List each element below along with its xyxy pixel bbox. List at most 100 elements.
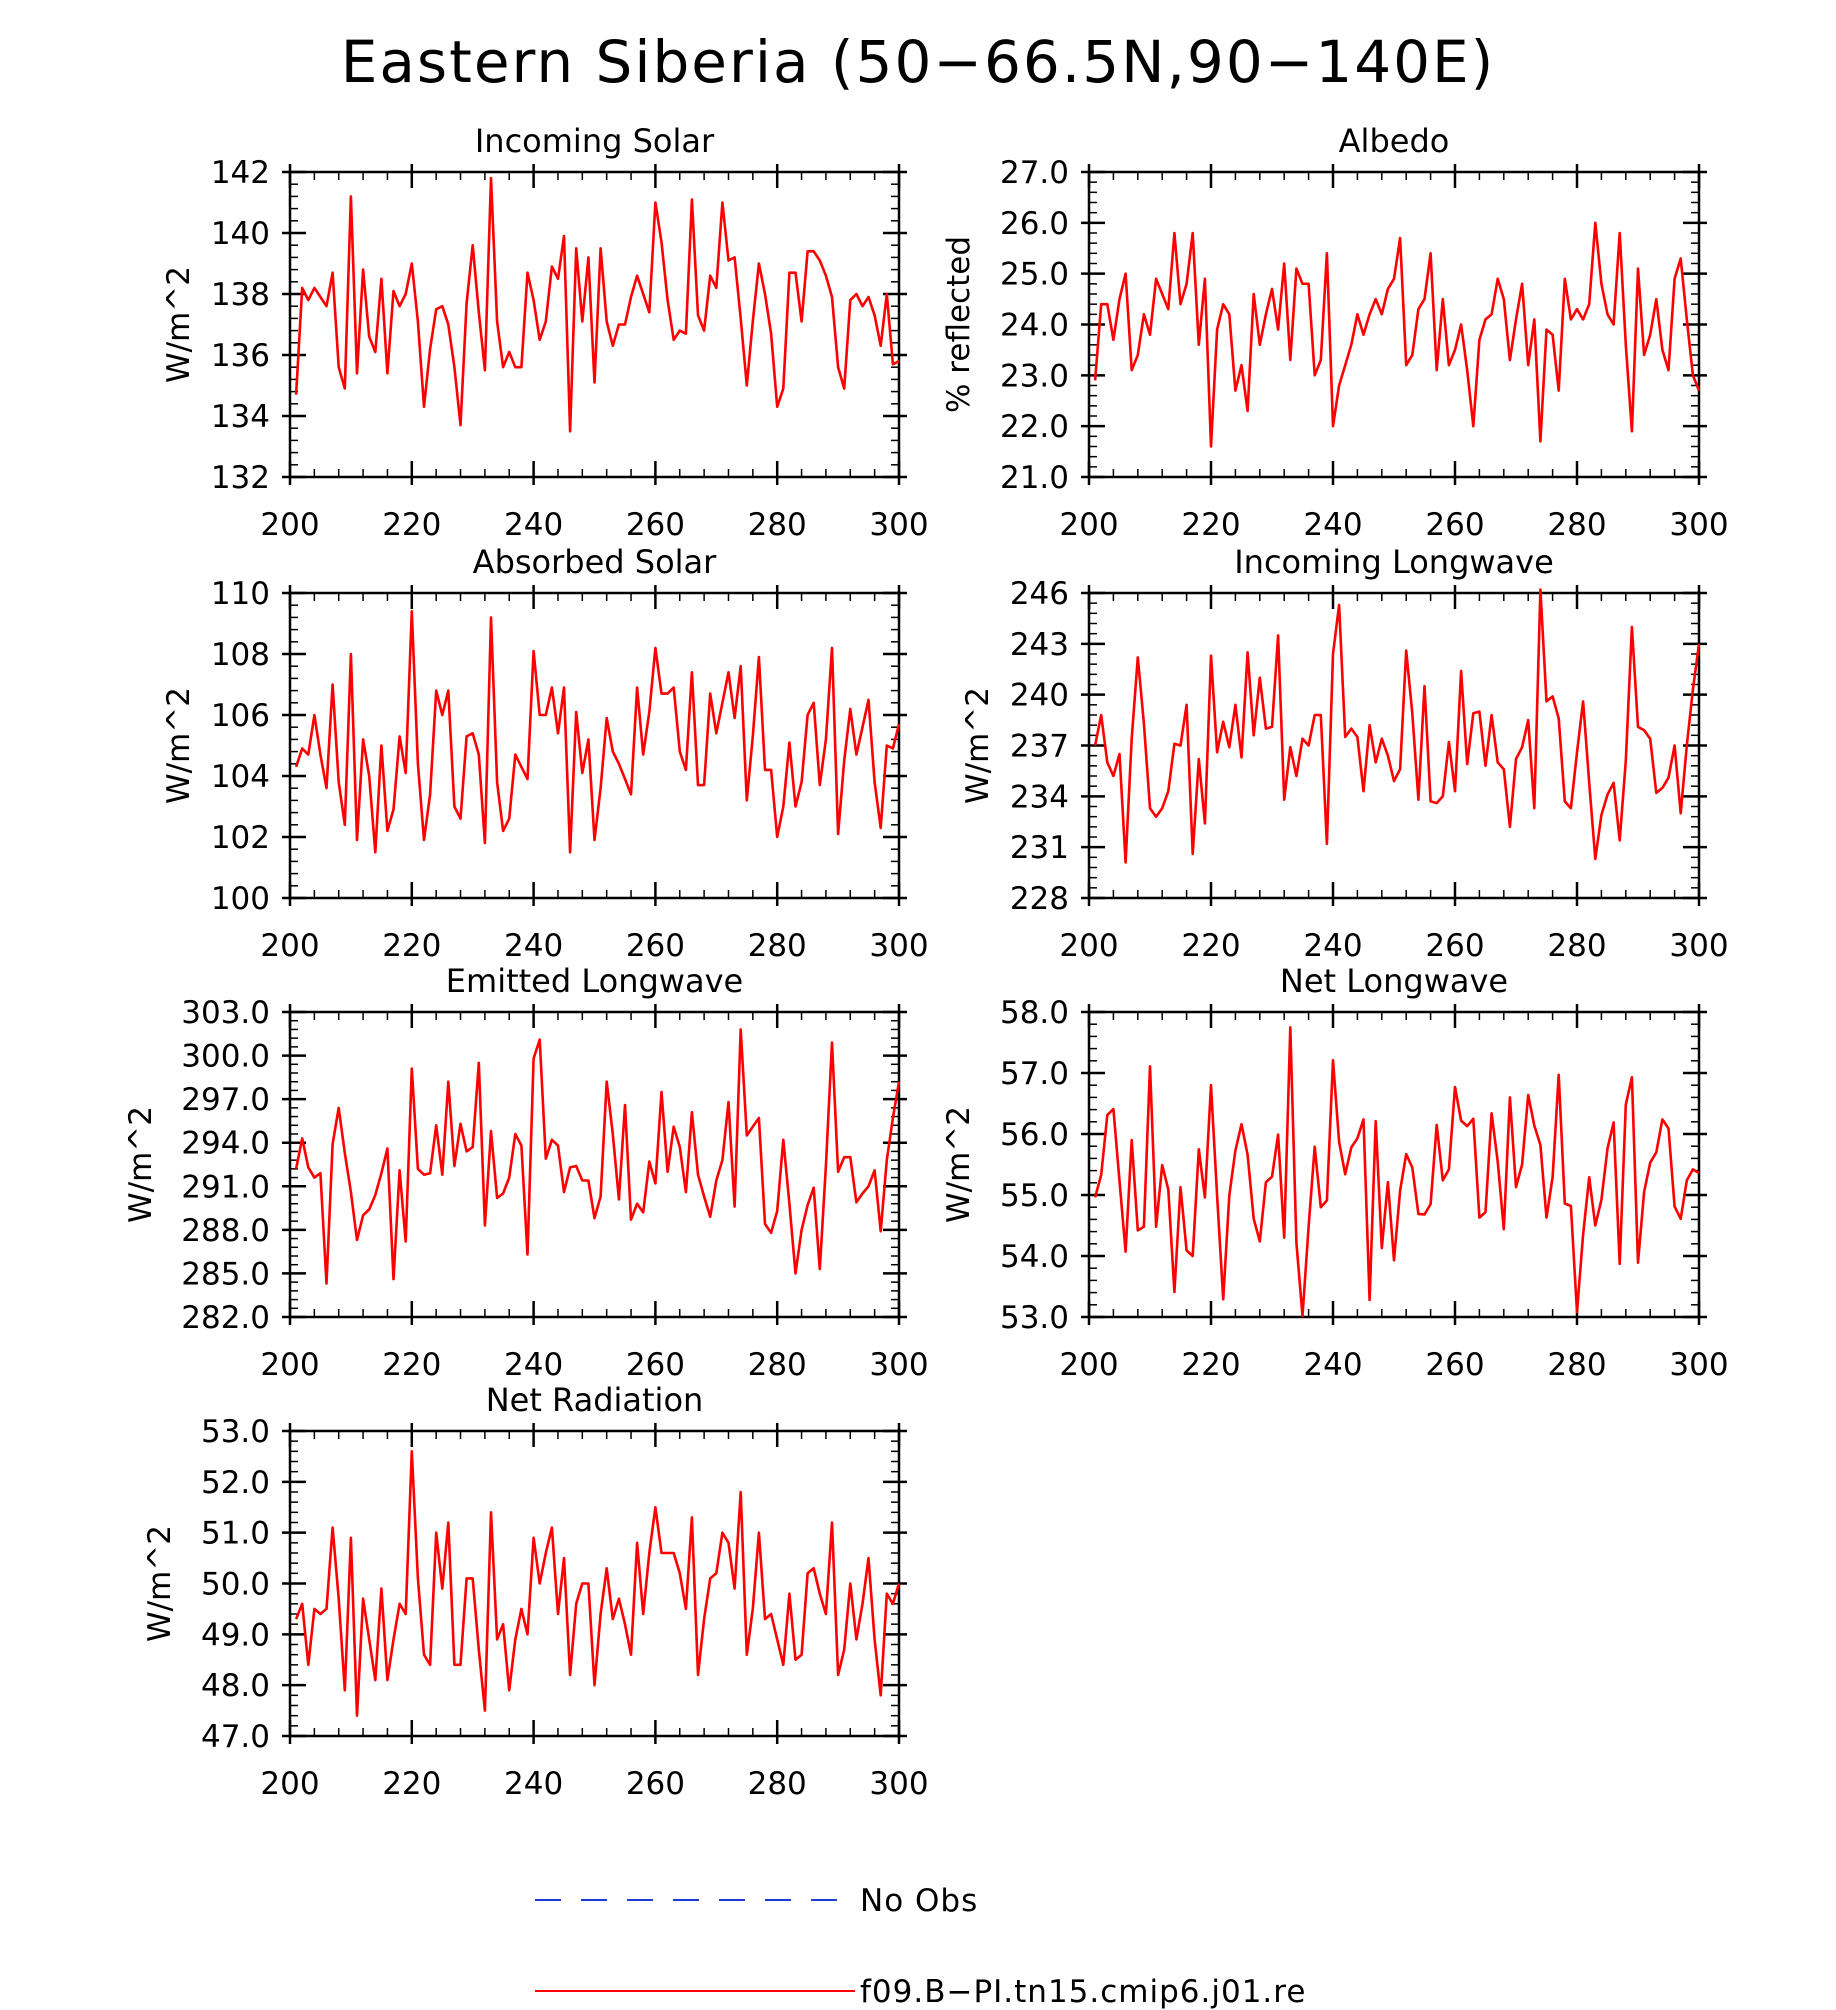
y-tick-label: 104 bbox=[211, 759, 270, 795]
series-line-albedo bbox=[1093, 221, 1701, 448]
panel-title: Absorbed Solar bbox=[473, 543, 717, 581]
x-tick-label: 300 bbox=[869, 1347, 928, 1383]
panel-title: Albedo bbox=[1339, 122, 1450, 160]
series-line-net-radiation bbox=[294, 1450, 901, 1717]
y-tick-label: 56.0 bbox=[1000, 1117, 1069, 1153]
y-tick-label: 50.0 bbox=[201, 1567, 270, 1603]
panel-incoming-longwave: 200 220 240 260 280 300 228 231 234 237 240 243 246 I… bbox=[960, 543, 1729, 964]
y-tick-label: 300.0 bbox=[181, 1039, 270, 1075]
x-tick-label: 280 bbox=[1547, 928, 1606, 964]
x-tick-label: 200 bbox=[1059, 507, 1118, 543]
x-tick-label: 240 bbox=[1303, 928, 1362, 964]
figure-title: Eastern Siberia (50−66.5N,90−140E) bbox=[341, 28, 1496, 96]
x-tick-label: 220 bbox=[1181, 507, 1240, 543]
y-tick-label: 26.0 bbox=[1000, 206, 1069, 242]
plot-frame bbox=[288, 1010, 901, 1319]
y-tick-label: 134 bbox=[211, 399, 270, 435]
x-tick-label: 220 bbox=[1181, 1347, 1240, 1383]
series-line-net-longwave bbox=[1093, 1026, 1700, 1318]
x-tick-label: 200 bbox=[260, 1347, 319, 1383]
y-tick-label: 21.0 bbox=[1000, 460, 1069, 496]
x-tick-label: 220 bbox=[382, 1347, 441, 1383]
y-tick-label: 106 bbox=[211, 698, 270, 734]
y-axis-label: W/m^2 bbox=[960, 687, 996, 804]
legend-label-model: f09.B−PI.tn15.cmip6.j01.re bbox=[860, 1974, 1306, 2010]
legend: No Obs f09.B−PI.tn15.cmip6.j01.re bbox=[535, 1883, 1306, 2010]
y-tick-label: 52.0 bbox=[201, 1465, 270, 1501]
y-tick-label: 234 bbox=[1010, 779, 1069, 815]
x-tick-label: 200 bbox=[260, 928, 319, 964]
y-tick-label: 231 bbox=[1010, 830, 1069, 866]
panel-absorbed-solar: 200 220 240 260 280 300 100 102 104 106 108 110 Abso… bbox=[161, 543, 929, 964]
y-axis-label: W/m^2 bbox=[142, 1525, 178, 1642]
plot-frame bbox=[1087, 170, 1701, 479]
y-tick-label: 55.0 bbox=[1000, 1178, 1069, 1214]
x-tick-label: 300 bbox=[869, 928, 928, 964]
x-tick-label: 280 bbox=[748, 1766, 807, 1802]
series-line-incoming-solar bbox=[294, 176, 900, 433]
plot-frame bbox=[1087, 1010, 1701, 1319]
y-tick-label: 25.0 bbox=[1000, 257, 1069, 293]
x-tick-label: 220 bbox=[382, 1766, 441, 1802]
x-tick-label: 300 bbox=[1669, 507, 1728, 543]
y-tick-label: 102 bbox=[211, 820, 270, 856]
x-tick-label: 280 bbox=[1547, 507, 1606, 543]
panel-title: Incoming Solar bbox=[475, 122, 715, 160]
x-tick-label: 240 bbox=[504, 1347, 563, 1383]
panel-incoming-solar: 200 220 240 260 280 300 132 134 136 138 140 142 Inco… bbox=[161, 122, 929, 543]
y-tick-label: 228 bbox=[1010, 881, 1069, 917]
y-tick-label: 243 bbox=[1010, 627, 1069, 663]
x-tick-label: 260 bbox=[626, 928, 685, 964]
y-tick-label: 294.0 bbox=[181, 1126, 270, 1162]
x-tick-label: 240 bbox=[1303, 1347, 1362, 1383]
y-tick-label: 237 bbox=[1010, 729, 1069, 765]
x-tick-label: 260 bbox=[626, 1766, 685, 1802]
y-tick-label: 27.0 bbox=[1000, 155, 1069, 191]
x-tick-label: 280 bbox=[748, 928, 807, 964]
x-tick-label: 300 bbox=[1669, 1347, 1728, 1383]
y-tick-label: 246 bbox=[1010, 576, 1069, 612]
x-tick-label: 200 bbox=[1059, 928, 1118, 964]
y-tick-label: 138 bbox=[211, 277, 270, 313]
x-tick-label: 200 bbox=[260, 1766, 319, 1802]
y-tick-label: 136 bbox=[211, 338, 270, 374]
plot-frame bbox=[288, 170, 901, 479]
x-tick-label: 260 bbox=[1425, 507, 1484, 543]
x-tick-label: 280 bbox=[1547, 1347, 1606, 1383]
y-axis-label: W/m^2 bbox=[161, 687, 197, 804]
y-tick-label: 54.0 bbox=[1000, 1239, 1069, 1275]
x-tick-label: 280 bbox=[748, 1347, 807, 1383]
y-tick-label: 110 bbox=[211, 576, 270, 612]
panels-group: 200 220 240 260 280 300 132 134 136 138 140 142 Inco… bbox=[123, 122, 1729, 1802]
y-tick-label: 297.0 bbox=[181, 1082, 270, 1118]
panel-title: Net Radiation bbox=[486, 1381, 704, 1419]
y-tick-label: 23.0 bbox=[1000, 358, 1069, 394]
y-tick-label: 24.0 bbox=[1000, 308, 1069, 344]
x-tick-label: 300 bbox=[869, 507, 928, 543]
panel-net-radiation: 200 220 240 260 280 300 47.0 48.0 49.0 50.0 51.0 52… bbox=[142, 1381, 929, 1802]
y-tick-label: 53.0 bbox=[201, 1414, 270, 1450]
y-tick-label: 240 bbox=[1010, 678, 1069, 714]
panel-albedo: 200 220 240 260 280 300 21.0 22.0 23.0 24.0 25.0 26… bbox=[941, 122, 1729, 543]
y-axis-label: W/m^2 bbox=[161, 266, 197, 383]
panel-net-longwave: 200 220 240 260 280 300 53.0 54.0 55.0 56.0 57.0 58… bbox=[941, 962, 1729, 1383]
x-tick-label: 240 bbox=[1303, 507, 1362, 543]
series-line-incoming-longwave bbox=[1093, 588, 1701, 864]
x-tick-label: 260 bbox=[626, 1347, 685, 1383]
y-tick-label: 288.0 bbox=[181, 1213, 270, 1249]
y-tick-label: 140 bbox=[211, 216, 270, 252]
y-tick-label: 51.0 bbox=[201, 1516, 270, 1552]
x-tick-label: 200 bbox=[1059, 1347, 1118, 1383]
x-tick-label: 280 bbox=[748, 507, 807, 543]
x-tick-label: 240 bbox=[504, 507, 563, 543]
panel-title: Incoming Longwave bbox=[1234, 543, 1554, 581]
y-tick-label: 108 bbox=[211, 637, 270, 673]
x-tick-label: 240 bbox=[504, 928, 563, 964]
panel-emitted-longwave: 200 220 240 260 280 300 282.0 285.0 288.0 291.0 29… bbox=[123, 962, 929, 1383]
y-tick-label: 132 bbox=[211, 460, 270, 496]
series-line-absorbed-solar bbox=[294, 609, 901, 854]
x-tick-label: 260 bbox=[1425, 1347, 1484, 1383]
x-tick-label: 240 bbox=[504, 1766, 563, 1802]
x-tick-label: 260 bbox=[1425, 928, 1484, 964]
